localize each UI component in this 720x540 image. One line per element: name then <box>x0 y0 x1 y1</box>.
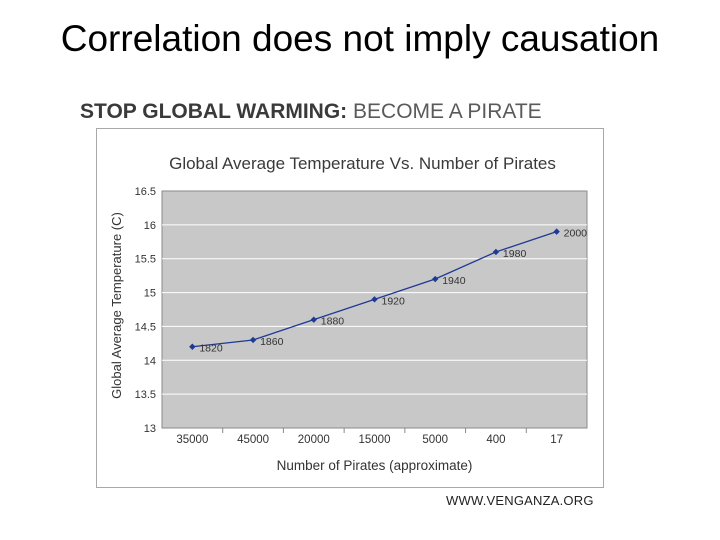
x-tick-label: 400 <box>486 434 505 446</box>
source-credit: WWW.VENGANZA.ORG <box>446 493 594 508</box>
slide-title: Correlation does not imply causation <box>60 18 660 59</box>
data-label: 1980 <box>503 248 527 260</box>
y-tick-label: 14.5 <box>135 321 156 333</box>
chart-frame: Global Average Temperature Vs. Number of… <box>96 128 604 488</box>
x-tick-label: 20000 <box>298 434 330 446</box>
banner: STOP GLOBAL WARMING: BECOME A PIRATE <box>80 100 542 124</box>
y-tick-label: 16 <box>144 220 156 232</box>
y-tick-label: 15 <box>144 288 156 300</box>
data-point <box>249 336 257 344</box>
y-tick-label: 13.5 <box>135 389 156 401</box>
chart-title: Global Average Temperature Vs. Number of… <box>169 154 556 173</box>
data-point <box>492 248 500 256</box>
banner-bold: STOP GLOBAL WARMING: <box>80 100 348 123</box>
data-point <box>432 275 439 283</box>
y-axis-label: Global Average Temperature (C) <box>109 212 124 399</box>
banner-light: BECOME A PIRATE <box>353 100 542 123</box>
data-label: 1940 <box>442 275 466 287</box>
x-tick-label: 15000 <box>359 434 391 446</box>
x-tick-label: 5000 <box>422 434 448 446</box>
x-axis-label: Number of Pirates (approximate) <box>277 458 473 473</box>
data-label: 1920 <box>382 295 406 307</box>
line-chart: Global Average Temperature Vs. Number of… <box>109 154 588 473</box>
data-point <box>310 316 317 323</box>
y-tick-label: 14 <box>144 355 156 367</box>
data-label: 1880 <box>321 316 345 328</box>
y-tick-label: 16.5 <box>135 186 156 198</box>
data-point <box>189 343 196 350</box>
y-tick-label: 13 <box>144 423 156 435</box>
data-point <box>371 296 378 303</box>
data-label: 2000 <box>564 228 588 240</box>
y-tick-label: 15.5 <box>135 254 156 266</box>
plot-area <box>161 190 588 429</box>
data-label: 1820 <box>199 343 223 355</box>
x-tick-label: 17 <box>550 434 563 446</box>
x-tick-label: 35000 <box>176 434 208 446</box>
x-tick-label: 45000 <box>237 434 269 446</box>
data-label: 1860 <box>260 336 284 348</box>
